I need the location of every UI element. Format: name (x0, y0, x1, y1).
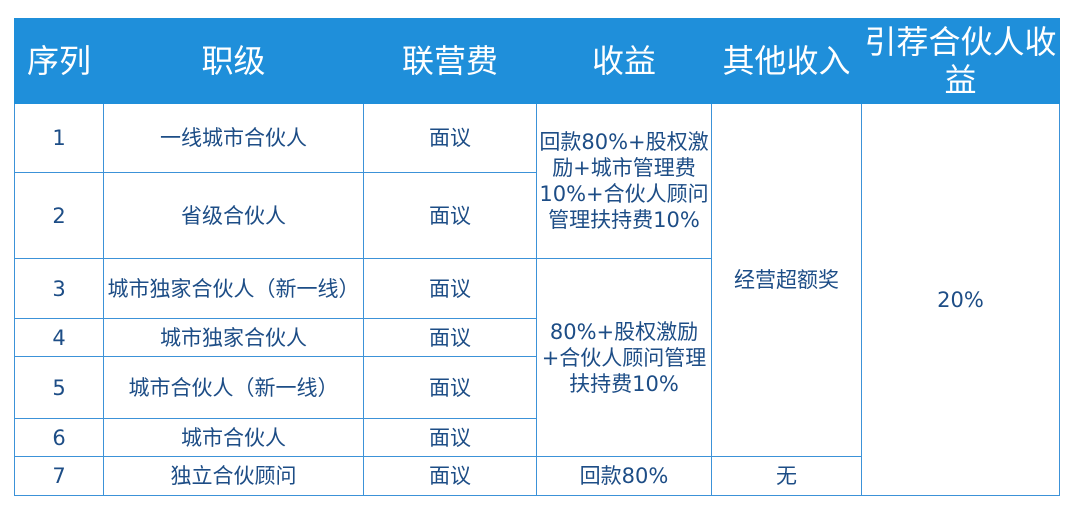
table-cell: 1 (14, 103, 104, 173)
table-cell: 5 (14, 356, 104, 419)
table-cell: 回款80%+股权激励+城市管理费10%+合伙人顾问管理扶持费10% (536, 103, 712, 259)
table-cell: 城市合伙人 (103, 418, 364, 457)
table-cell: 2 (14, 172, 104, 259)
header-cell: 序列 (14, 18, 104, 104)
table-cell: 面议 (363, 103, 537, 173)
table-row: 3 城市独家合伙人（新一线） 面议 80%+股权激励+合伙人顾问管理扶持费10% (14, 258, 1060, 457)
table-cell: 面议 (363, 172, 537, 259)
table-cell: 80%+股权激励+合伙人顾问管理扶持费10% (536, 258, 712, 457)
header-cell: 联营费 (363, 18, 537, 104)
table-cell: 城市独家合伙人（新一线） (103, 258, 364, 319)
table-cell: 4 (14, 318, 104, 357)
table-row: 1 一线城市合伙人 面议 回款80%+股权激励+城市管理费10%+合伙人顾问管理扶持费… (14, 103, 1060, 496)
table-cell: 面议 (363, 456, 537, 496)
table-cell: 面议 (363, 258, 537, 319)
table-cell: 城市合伙人（新一线） (103, 356, 364, 419)
table-cell: 独立合伙顾问 (103, 456, 364, 496)
table-cell: 省级合伙人 (103, 172, 364, 259)
table-cell: 一线城市合伙人 (103, 103, 364, 173)
table-row: 7 独立合伙顾问 面议 回款80% 无 (14, 456, 1060, 496)
header-cell: 收益 (536, 18, 712, 104)
header-row: 序列 职级 联营费 收益 其他收入 引荐合伙人收益 (14, 18, 1060, 104)
partner-table: 序列 职级 联营费 收益 其他收入 引荐合伙人收益 1 一线城市合伙人 面议 回款80%+股权激… (14, 18, 1060, 496)
header-cell: 职级 (103, 18, 364, 104)
table-row: 5 城市合伙人（新一线） 面议 (14, 356, 1060, 419)
table-cell: 20% (861, 103, 1060, 496)
table-cell: 经营超额奖 (711, 103, 862, 457)
table-cell: 面议 (363, 318, 537, 357)
table-cell: 面议 (363, 418, 537, 457)
table-cell: 城市独家合伙人 (103, 318, 364, 357)
header-cell: 其他收入 (711, 18, 862, 104)
table-cell: 6 (14, 418, 104, 457)
table-row: 4 城市独家合伙人 面议 (14, 318, 1060, 357)
table-cell: 7 (14, 456, 104, 496)
table-cell: 3 (14, 258, 104, 319)
table-cell: 面议 (363, 356, 537, 419)
header-cell: 引荐合伙人收益 (861, 18, 1060, 104)
table-cell: 无 (711, 456, 862, 496)
table-row: 6 城市合伙人 面议 (14, 418, 1060, 457)
table-cell: 回款80% (536, 456, 712, 496)
table-row: 2 省级合伙人 面议 (14, 172, 1060, 259)
